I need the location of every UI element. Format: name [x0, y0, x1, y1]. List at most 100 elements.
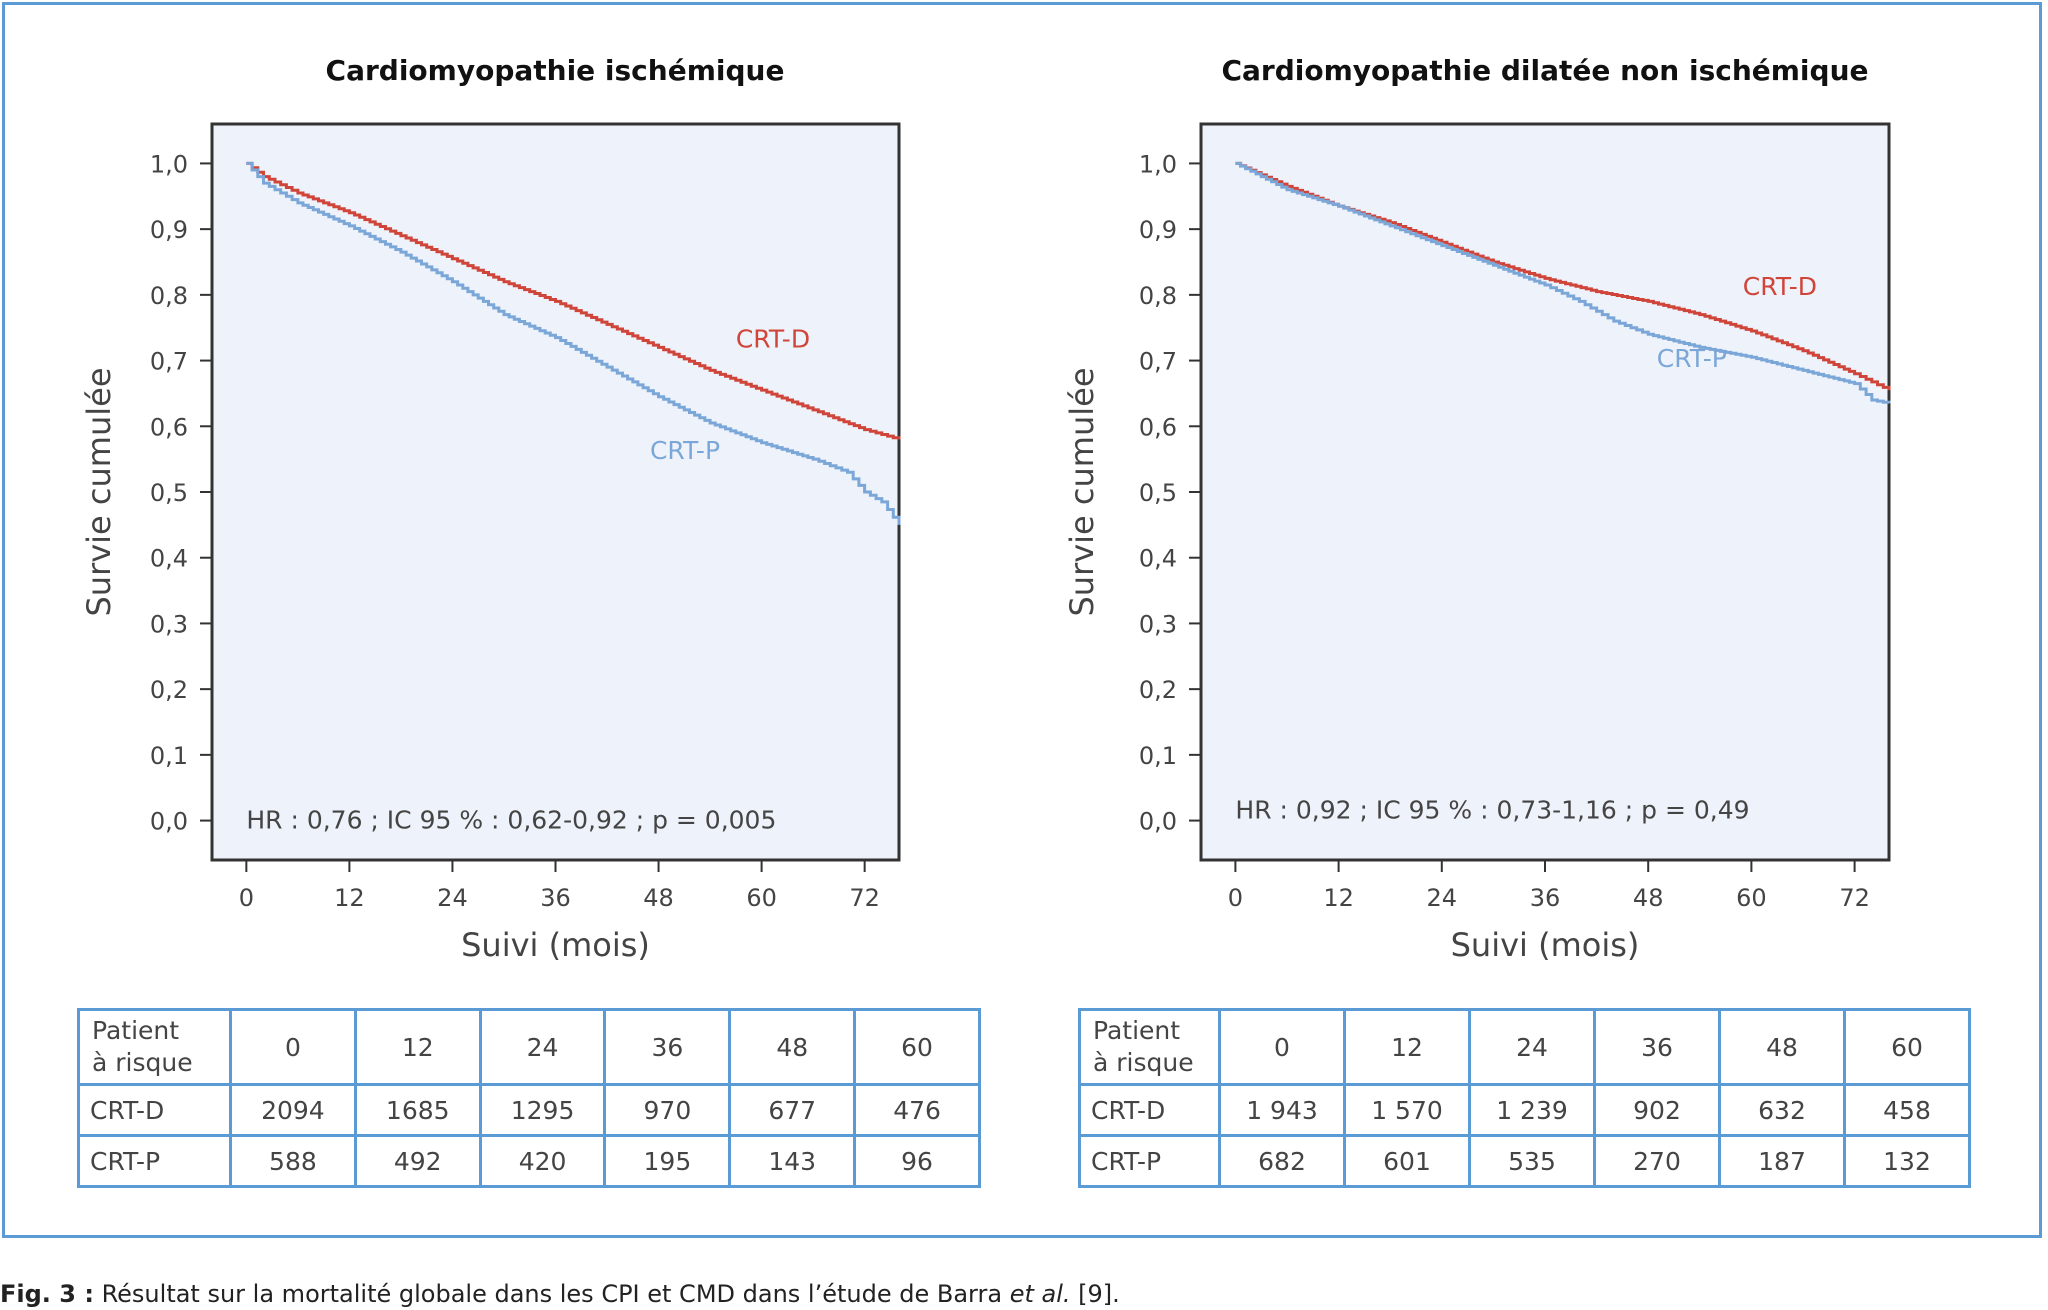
series-line-crt-p: [246, 161, 901, 525]
row-label: CRT-D: [77, 1083, 232, 1137]
cell: 535: [1468, 1134, 1596, 1188]
y-tick-label: 0,7: [1139, 348, 1177, 376]
x-tick-label: 36: [540, 884, 571, 912]
column-header: 60: [1843, 1008, 1971, 1086]
hazard-ratio-annotation: HR : 0,76 ; IC 95 % : 0,62-0,92 ; p = 0,…: [246, 806, 776, 835]
figure-caption: Fig. 3 : Résultat sur la mortalité globa…: [0, 1280, 1120, 1308]
table-row: CRT-D 1 943 1 570 1 239 902 632 458: [1078, 1083, 1971, 1137]
series-label-crt-p: CRT-P: [1657, 344, 1727, 373]
plot-area: [1199, 122, 1891, 862]
cell: 1295: [478, 1083, 607, 1137]
column-header: 36: [1593, 1008, 1721, 1086]
y-tick-label: 0,9: [1139, 216, 1177, 244]
series-line-crt-d: [246, 161, 901, 440]
cell: 1 239: [1468, 1083, 1596, 1137]
column-header: 48: [1718, 1008, 1846, 1086]
x-tick-label: 36: [1530, 884, 1561, 912]
risk-table-ischemic: Patient à risque 0 12 24 36 48 60 CRT-D 2…: [77, 1008, 981, 1188]
table-row: CRT-P 682 601 535 270 187 132: [1078, 1134, 1971, 1188]
cell: 96: [853, 1134, 981, 1188]
column-header: 36: [603, 1008, 732, 1086]
y-tick-label: 0,3: [150, 610, 188, 638]
risk-table-header: Patient à risque 0 12 24 36 48 60: [1078, 1008, 1971, 1086]
column-header: 12: [353, 1008, 482, 1086]
x-axis-label: Suivi (mois): [1451, 926, 1640, 964]
column-header: 12: [1343, 1008, 1471, 1086]
y-tick-label: 0,8: [150, 282, 188, 310]
cell: 195: [603, 1134, 732, 1188]
x-tick-label: 72: [849, 884, 880, 912]
risk-table-dilated: Patient à risque 0 12 24 36 48 60 CRT-D 1…: [1078, 1008, 1971, 1188]
cell: 902: [1593, 1083, 1721, 1137]
row-label: CRT-P: [77, 1134, 232, 1188]
caption-text: Résultat sur la mortalité globale dans l…: [93, 1280, 1010, 1308]
column-header: 0: [1218, 1008, 1346, 1086]
column-header: 60: [853, 1008, 981, 1086]
cell: 1685: [353, 1083, 482, 1137]
y-tick-label: 0,1: [150, 742, 188, 770]
cell: 1 570: [1343, 1083, 1471, 1137]
column-header: 24: [1468, 1008, 1596, 1086]
x-tick-label: 48: [1633, 884, 1664, 912]
cell: 458: [1843, 1083, 1971, 1137]
row-label: CRT-D: [1078, 1083, 1221, 1137]
patients-at-risk-label: Patient à risque: [1078, 1008, 1221, 1086]
cell: 677: [728, 1083, 857, 1137]
cell: 420: [478, 1134, 607, 1188]
survival-charts: Cardiomyopathie ischémique 0,0 0,1 0,2 0,3 0,…: [80, 54, 1891, 964]
series-label-crt-d: CRT-D: [736, 324, 810, 353]
figure-label: Fig. 3 :: [0, 1280, 94, 1308]
cell: 632: [1718, 1083, 1846, 1137]
y-tick-label: 0,2: [150, 676, 188, 704]
x-tick-label: 60: [1736, 884, 1767, 912]
cell: 601: [1343, 1134, 1471, 1188]
caption-et-al: et al.: [1009, 1280, 1071, 1308]
y-tick-label: 0,6: [150, 413, 188, 441]
x-tick-label: 0: [239, 884, 254, 912]
y-tick-label: 0,3: [1139, 610, 1177, 638]
y-tick-label: 0,5: [150, 479, 188, 507]
column-header: 0: [229, 1008, 357, 1086]
cell: 187: [1718, 1134, 1846, 1188]
cell: 682: [1218, 1134, 1346, 1188]
series-line-crt-p: [1235, 161, 1891, 404]
x-tick-label: 0: [1228, 884, 1243, 912]
cell: 132: [1843, 1134, 1971, 1188]
x-tick-label: 24: [1427, 884, 1458, 912]
y-tick-label: 1,0: [1139, 150, 1177, 178]
hazard-ratio-annotation: HR : 0,92 ; IC 95 % : 0,73-1,16 ; p = 0,…: [1235, 796, 1749, 825]
cell: 143: [728, 1134, 857, 1188]
y-axis-label: Survie cumulée: [80, 367, 118, 616]
x-tick-label: 48: [643, 884, 674, 912]
chart-title: Cardiomyopathie ischémique: [326, 54, 785, 87]
x-axis-label: Suivi (mois): [461, 926, 650, 964]
column-header: 48: [728, 1008, 857, 1086]
y-tick-label: 0,0: [150, 808, 188, 836]
y-tick-label: 0,7: [150, 348, 188, 376]
plot-area: [210, 122, 901, 862]
y-tick-label: 0,4: [1139, 545, 1177, 573]
risk-table-header: Patient à risque 0 12 24 36 48 60: [77, 1008, 981, 1086]
cell: 970: [603, 1083, 732, 1137]
row-label: CRT-P: [1078, 1134, 1221, 1188]
y-tick-label: 0,5: [1139, 479, 1177, 507]
y-tick-label: 1,0: [150, 150, 188, 178]
y-tick-label: 0,0: [1139, 808, 1177, 836]
x-tick-label: 24: [437, 884, 468, 912]
series-label-crt-d: CRT-D: [1743, 272, 1817, 301]
x-tick-label: 72: [1839, 884, 1870, 912]
table-row: CRT-D 2094 1685 1295 970 677 476: [77, 1083, 981, 1137]
series-label-crt-p: CRT-P: [650, 436, 720, 465]
column-header: 24: [478, 1008, 607, 1086]
cell: 270: [1593, 1134, 1721, 1188]
cell: 2094: [229, 1083, 357, 1137]
y-tick-label: 0,8: [1139, 282, 1177, 310]
cell: 588: [229, 1134, 357, 1188]
x-tick-label: 60: [746, 884, 777, 912]
chart-title: Cardiomyopathie dilatée non ischémique: [1221, 54, 1868, 87]
y-tick-label: 0,6: [1139, 413, 1177, 441]
y-tick-label: 0,2: [1139, 676, 1177, 704]
patients-at-risk-label: Patient à risque: [77, 1008, 232, 1086]
table-row: CRT-P 588 492 420 195 143 96: [77, 1134, 981, 1188]
y-tick-label: 0,4: [150, 545, 188, 573]
